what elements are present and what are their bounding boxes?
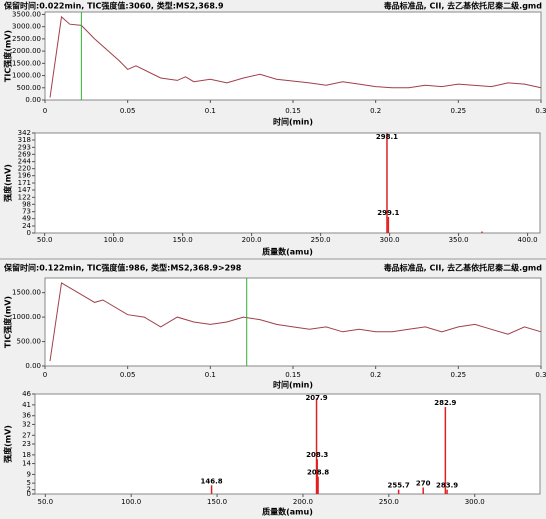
y-tick-label: 2000.00 [12,47,41,55]
y-tick-label: 500.00 [17,84,42,92]
y-axis-label: 强度(mV) [3,425,13,463]
y-tick-label: 220 [18,165,31,173]
x-axis-label: 质量数(amu) [262,507,313,517]
x-tick-label: 400.0 [518,236,538,244]
y-tick-label: 3500.00 [12,10,41,18]
y-tick-label: 147 [18,186,31,194]
x-tick-label: 100.0 [104,236,124,244]
y-tick-label: 32 [22,420,31,428]
x-tick-label: 300.0 [380,236,400,244]
x-axis-label: 时间(min) [273,380,313,390]
x-tick-label: 50.0 [37,236,53,244]
x-tick-label: 250.0 [311,236,331,244]
x-tick-label: 0.3 [535,107,546,115]
y-tick-label: 18 [22,451,31,459]
x-tick-label: 50.0 [38,498,54,506]
tic-line [49,15,542,98]
y-tick-label: 46 [22,390,31,398]
plot-area [34,132,541,234]
x-tick-label: 0.15 [285,371,301,379]
y-tick-label: 0 [27,490,31,498]
info: 保留时间:0.022min, TIC强度值:3060, 类型:MS2,368.9 [3,1,224,11]
x-tick-label: 0.15 [285,107,301,115]
y-tick-label: 23 [22,440,31,448]
y-tick-label: 196 [18,172,32,180]
y-tick-label: 3000.00 [12,23,41,31]
y-tick-label: 24 [22,222,31,230]
file: 毒品标准品, CII, 去乙基依托尼秦二级.gmd [384,1,543,11]
x-axis-label: 质量数(amu) [262,247,313,257]
plot-area [34,393,541,495]
y-tick-label: 0.00 [25,96,41,104]
peak-label: 207.9 [305,394,327,402]
y-tick-label: 41 [22,401,31,409]
y-tick-label: 14 [22,460,31,468]
x-tick-label: 350.0 [449,236,469,244]
x-tick-label: 300.0 [465,498,485,506]
x-tick-label: 150.0 [207,498,227,506]
y-tick-label: 49 [22,215,31,223]
x-tick-label: 0.2 [370,371,381,379]
y-tick-label: 244 [18,158,32,166]
peak-label: 270 [416,479,431,487]
y-tick-label: 318 [18,136,31,144]
x-tick-label: 0.05 [120,371,136,379]
peak-label: 298.1 [376,133,398,141]
peak-label: 283.9 [436,482,458,490]
x-tick-label: 150.0 [173,236,193,244]
y-tick-label: 342 [18,129,31,137]
y-tick-label: 1000.00 [12,313,41,321]
y-tick-label: 2 [27,486,31,494]
x-axis-label: 时间(min) [273,117,313,127]
peak-label: 208.8 [307,469,329,477]
y-tick-label: 122 [18,193,31,201]
y-tick-label: 171 [18,179,31,187]
x-tick-label: 0.25 [451,371,467,379]
y-tick-label: 293 [18,143,31,151]
x-tick-label: 0.2 [370,107,381,115]
y-tick-label: 98 [22,200,31,208]
y-tick-label: 1500.00 [12,59,41,67]
x-tick-label: 100.0 [121,498,141,506]
x-tick-label: 0.1 [205,371,216,379]
info: 保留时间:0.122min, TIC强度值:986, 类型:MS2,368.9>… [3,263,242,273]
x-tick-label: 0 [43,371,47,379]
y-tick-label: 36 [22,412,31,420]
peak-label: 299.1 [377,209,399,217]
x-tick-label: 0.05 [120,107,136,115]
y-tick-label: 27 [22,431,31,439]
y-tick-label: 2500.00 [12,35,41,43]
y-axis-label: TIC强度(mV) [3,296,13,348]
x-tick-label: 200.0 [242,236,262,244]
file: 毒品标准品, CII, 去乙基依托尼秦二级.gmd [384,263,543,273]
peak-label: 255.7 [388,482,410,490]
x-tick-label: 0.25 [451,107,467,115]
y-axis-label: TIC强度(mV) [3,30,13,82]
y-tick-label: 73 [22,208,31,216]
y-tick-label: 9 [27,470,31,478]
y-tick-label: 0.00 [25,362,41,370]
y-tick-label: 1000.00 [12,72,41,80]
y-tick-label: 1500.00 [12,289,41,297]
plot-area [44,11,542,101]
plot-area [44,277,542,367]
x-tick-label: 250.0 [379,498,399,506]
y-axis-label: 强度(mV) [3,164,13,202]
x-tick-label: 0 [43,107,47,115]
peak-label: 282.9 [434,399,456,407]
x-tick-label: 0.3 [535,371,546,379]
y-tick-label: 0 [27,229,31,237]
x-tick-label: 0.1 [205,107,216,115]
peak-label: 208.3 [306,451,328,459]
tic-line [49,282,542,362]
peak-label: 146.8 [201,477,223,485]
y-tick-label: 5 [27,479,31,487]
x-tick-label: 200.0 [293,498,313,506]
y-tick-label: 500.00 [17,338,42,346]
y-tick-label: 269 [18,150,31,158]
